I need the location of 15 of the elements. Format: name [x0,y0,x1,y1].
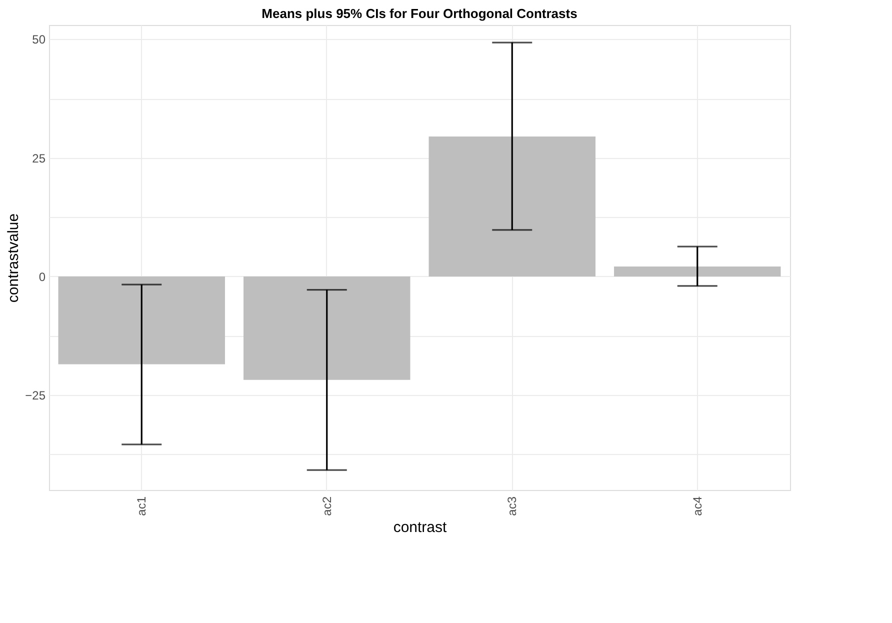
y-tick-label: 50 [32,32,46,47]
y-tick-label: 0 [38,270,46,284]
x-tick-label: ac4 [690,496,704,516]
chart-title: Means plus 95% CIs for Four Orthogonal Contrasts [262,6,578,21]
bar [428,136,596,276]
x-tick-label: ac3 [505,496,520,516]
bar [58,276,225,364]
y-axis-title: contrastvalue [5,213,22,303]
x-tick-label: ac1 [134,496,149,516]
bar [614,266,781,276]
x-axis-title: contrast [393,518,448,536]
y-tick-label: 25 [32,151,46,166]
y-tick-label: −25 [25,388,46,403]
bar [244,276,410,380]
x-tick-label: ac2 [320,496,334,516]
